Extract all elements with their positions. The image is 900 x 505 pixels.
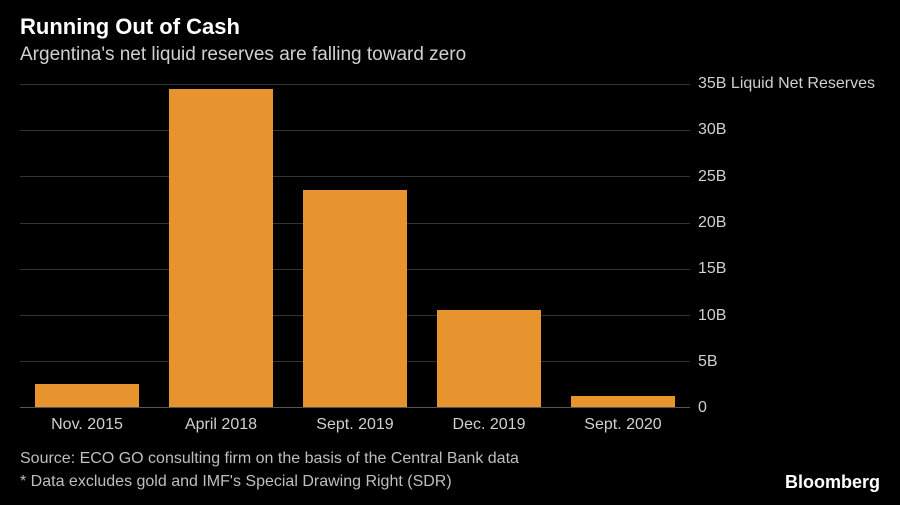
- bar: [35, 384, 140, 407]
- chart-footer: Source: ECO GO consulting firm on the ba…: [20, 448, 880, 493]
- bar-slot: [288, 84, 422, 407]
- chart-title: Running Out of Cash: [20, 14, 880, 40]
- chart-area: 05B10B15B20B25B30B35B Liquid Net Reserve…: [20, 84, 880, 408]
- chart-container: Running Out of Cash Argentina's net liqu…: [0, 0, 900, 505]
- y-tick-label: 30B: [698, 121, 726, 139]
- x-axis-labels: Nov. 2015April 2018Sept. 2019Dec. 2019Se…: [20, 416, 880, 434]
- bar: [571, 396, 676, 407]
- x-tick-label: Sept. 2019: [288, 416, 422, 434]
- y-axis: 05B10B15B20B25B30B35B Liquid Net Reserve…: [690, 84, 880, 408]
- plot-area: [20, 84, 690, 408]
- y-tick-label: 35B Liquid Net Reserves: [698, 75, 875, 93]
- bar: [303, 190, 408, 407]
- source-text: Source: ECO GO consulting firm on the ba…: [20, 448, 519, 470]
- y-tick-label: 5B: [698, 353, 718, 371]
- y-tick-label: 20B: [698, 214, 726, 232]
- source-block: Source: ECO GO consulting firm on the ba…: [20, 448, 519, 493]
- bar: [437, 310, 542, 407]
- bar: [169, 89, 274, 408]
- x-tick-label: Dec. 2019: [422, 416, 556, 434]
- chart-subtitle: Argentina's net liquid reserves are fall…: [20, 44, 880, 66]
- y-tick-label: 15B: [698, 260, 726, 278]
- x-tick-label: Nov. 2015: [20, 416, 154, 434]
- x-tick-label: Sept. 2020: [556, 416, 690, 434]
- footnote-text: * Data excludes gold and IMF's Special D…: [20, 471, 519, 493]
- bar-slot: [154, 84, 288, 407]
- brand-logo: Bloomberg: [785, 472, 880, 493]
- x-tick-label: April 2018: [154, 416, 288, 434]
- bar-slot: [422, 84, 556, 407]
- bars-group: [20, 84, 690, 407]
- y-tick-label: 25B: [698, 168, 726, 186]
- y-tick-label: 0: [698, 399, 707, 417]
- bar-slot: [556, 84, 690, 407]
- bar-slot: [20, 84, 154, 407]
- y-tick-label: 10B: [698, 307, 726, 325]
